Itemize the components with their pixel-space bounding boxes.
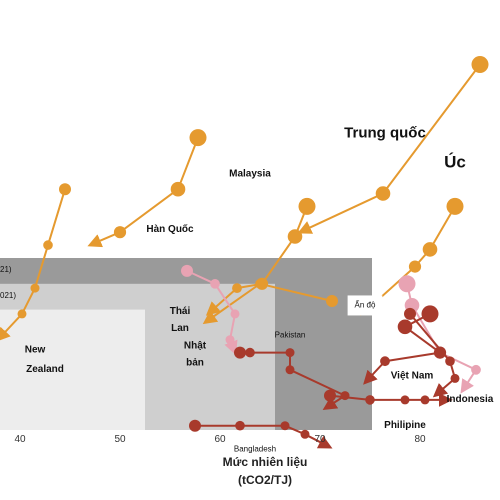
label-box-11 [347,295,383,316]
label-philipine: Philipine [384,420,426,431]
point-han-quoc-0 [189,129,207,147]
point-viet-nam-1 [445,356,455,367]
label-new: New [25,345,46,356]
label-bangladesh: Bangladesh [234,445,276,454]
x-axis-label-line1: Mức nhiên liệu [223,455,308,469]
band-label-0: 21) [0,265,12,274]
point-pakistan-3 [285,365,295,375]
point-thai-lan-1 [255,279,265,289]
point-nhat-ban-2 [230,309,240,319]
x-axis: 40 50 60 70 80 [14,434,426,445]
point-bangladesh-3 [300,429,310,439]
point-trung-quoc-0 [471,56,489,73]
x-tick-70: 70 [314,434,326,445]
label-trung-quoc: Trung quốc [344,125,426,142]
label-han-quoc: Hàn Quốc [146,223,194,235]
series-line-han-quoc [87,136,199,248]
x-tick-40: 40 [14,434,26,445]
band-2 [0,309,145,430]
series-trung-quoc [297,56,489,234]
point-an-do-1 [397,319,413,335]
x-axis-label-line2: (tCO2/TJ) [238,473,292,487]
point-viet-nam-0 [404,307,416,320]
x-tick-60: 60 [214,434,226,445]
point-an-do-0 [421,305,439,323]
point-uc-1 [422,242,438,257]
point-han-quoc-2 [113,226,127,239]
label-lan: Lan [171,323,189,334]
point-uc-0 [446,197,464,215]
point-pakistan-2 [285,348,295,358]
benchmark-bands: 21) 021) [0,258,372,430]
x-tick-80: 80 [414,434,426,445]
point-new-zealand-1 [43,240,53,250]
point-philipine-2 [400,395,410,405]
point-new-zealand-2 [30,283,40,293]
point-new-zealand-3 [17,309,27,319]
point-new-zealand-0 [59,183,71,196]
point-an-do-3 [380,356,390,367]
point-uc-2 [408,260,422,273]
label-pakistan: Pakistan [275,331,306,340]
point-trung-quoc-1 [375,186,391,201]
point-bangladesh-2 [280,421,290,431]
point-nhat-ban-3 [225,335,235,345]
point-malaysia-3 [232,283,242,293]
point-nhat-ban-1 [210,279,220,289]
point-bangladesh-1 [235,420,245,431]
point-philipine-3 [420,395,430,405]
point-philipine-1 [365,395,375,405]
series-thai-lan [202,279,338,325]
point-indonesia-3 [471,364,481,375]
series-new-zealand [0,183,71,342]
label-thai: Thái [170,306,191,317]
point-pakistan-0 [234,346,246,359]
point-philipine-0 [324,389,336,402]
point-nhat-ban-0 [181,264,193,277]
point-viet-nam-2 [450,373,460,383]
label-an-do: Ấn độ [355,299,376,309]
series-bangladesh [189,419,333,449]
series-viet-nam [404,307,460,398]
x-tick-50: 50 [114,434,126,445]
band-label-1: 021) [0,291,16,300]
series-line-viet-nam [409,312,456,398]
point-pakistan-4 [340,391,350,401]
label-ban: bản [186,358,204,369]
point-indonesia-0 [398,275,416,293]
point-thai-lan-0 [326,295,338,307]
series-philipine [324,389,453,407]
label-malaysia: Malaysia [229,168,271,179]
point-han-quoc-1 [170,181,186,197]
series-nhat-ban [181,264,240,356]
point-an-do-2 [433,346,447,359]
point-bangladesh-0 [189,419,201,432]
series-han-quoc [87,129,207,248]
series-an-do [363,305,447,385]
label-viet-nam: Việt Nam [391,370,434,381]
point-pakistan-1 [245,347,255,358]
label-indonesia: Indonesia [447,394,494,405]
label-zealand: Zealand [26,364,64,375]
label-nhat: Nhật [184,340,207,351]
country-trajectories [0,56,489,449]
country-labels: Trung quốc Úc Malaysia Hàn Quốc Thái Lan Nhật b… [25,125,494,454]
label-uc: Úc [444,153,466,172]
point-malaysia-0 [298,197,316,215]
